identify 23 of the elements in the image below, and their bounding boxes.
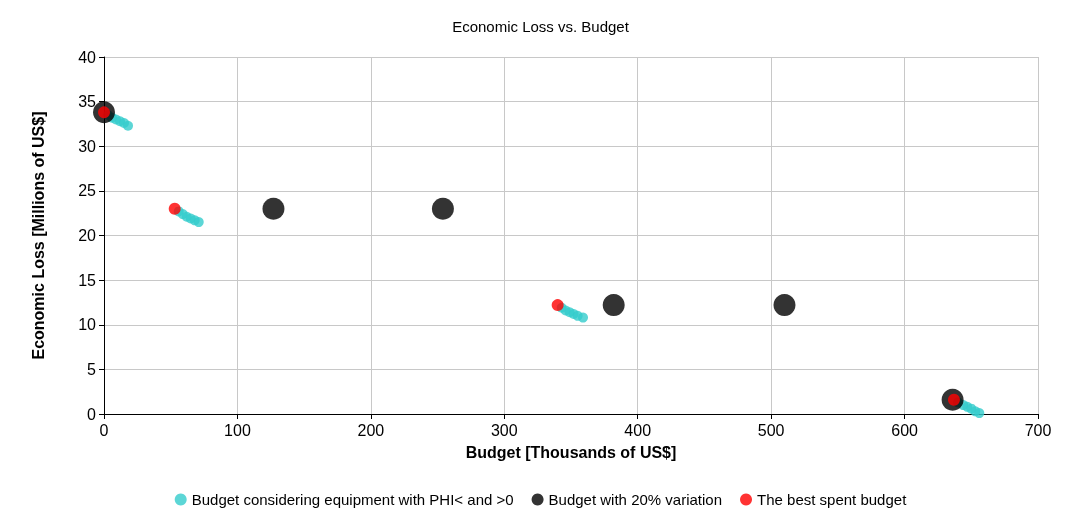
legend-label: Budget with 20% variation (548, 491, 723, 508)
legend-label: Budget considering equipment with PHI< and >0 (191, 491, 514, 508)
legend-label: The best spent budget (757, 491, 908, 508)
y-tick-label: 0 (87, 405, 97, 423)
y-axis-title: Economic Loss [Millions of US$] (29, 111, 47, 360)
x-tick-label: 300 (490, 421, 518, 439)
y-tick-label: 40 (78, 48, 97, 66)
x-tick-label: 400 (624, 421, 652, 439)
x-tick-label: 100 (224, 421, 251, 439)
x-tick-label: 700 (1024, 421, 1052, 439)
x-tick-label: 500 (757, 421, 785, 439)
y-tick-label: 35 (78, 93, 97, 111)
y-tick-label: 30 (78, 137, 97, 155)
x-tick-label: 0 (99, 421, 109, 439)
y-tick-label: 15 (78, 271, 97, 289)
x-tick-label: 600 (891, 421, 919, 439)
y-tick-label: 10 (78, 316, 97, 334)
y-tick-label: 25 (78, 182, 97, 200)
chart-title: Economic Loss vs. Budget (452, 18, 630, 35)
y-tick-label: 20 (78, 227, 97, 244)
y-tick-label: 5 (87, 360, 97, 378)
x-axis-title: Budget [Thousands of US$] (465, 443, 677, 461)
x-tick-label: 200 (357, 421, 385, 439)
